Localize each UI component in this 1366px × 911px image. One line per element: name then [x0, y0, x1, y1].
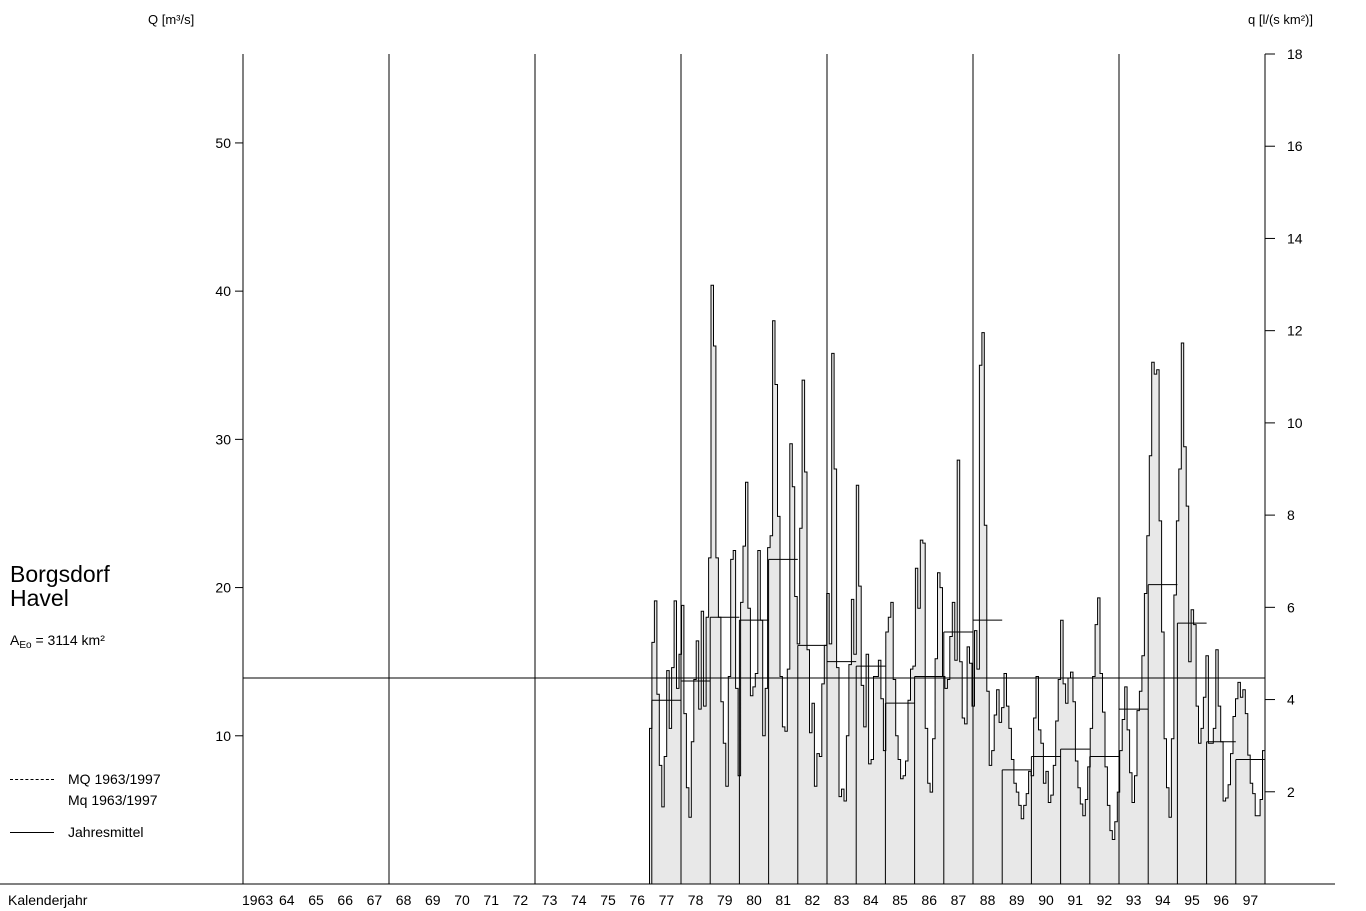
x-tick-label-94: 94	[1155, 892, 1171, 908]
monthly-discharge-path	[649, 284, 1266, 884]
y-right-tick-label-4: 4	[1287, 692, 1295, 708]
x-tick-label-78: 78	[688, 892, 704, 908]
decade-grid-lines	[242, 54, 1120, 884]
x-axis-label: Kalenderjahr	[8, 892, 88, 908]
y-tick-label-40: 40	[215, 283, 231, 299]
x-tick-label-67: 67	[367, 892, 383, 908]
x-tick-label-76: 76	[629, 892, 645, 908]
x-tick-label-1963: 1963	[242, 892, 273, 908]
x-tick-label-74: 74	[571, 892, 587, 908]
legend-solid-line	[10, 832, 54, 833]
x-tick-label-73: 73	[542, 892, 558, 908]
y-right-tick-label-2: 2	[1287, 784, 1295, 800]
x-tick-label-83: 83	[834, 892, 850, 908]
x-tick-label-80: 80	[746, 892, 762, 908]
monthly-discharge-line	[649, 284, 1266, 884]
axes	[0, 54, 1335, 885]
area-value: = 3114 km²	[31, 632, 105, 648]
x-tick-label-65: 65	[308, 892, 324, 908]
x-tick-label-69: 69	[425, 892, 441, 908]
y-right-tick-label-6: 6	[1287, 599, 1295, 615]
x-tick-label-89: 89	[1009, 892, 1025, 908]
y-right-tick-label-10: 10	[1287, 415, 1303, 431]
x-tick-label-95: 95	[1184, 892, 1200, 908]
x-tick-label-96: 96	[1213, 892, 1229, 908]
x-tick-label-92: 92	[1097, 892, 1113, 908]
x-tick-label-81: 81	[775, 892, 791, 908]
x-tick-label-82: 82	[805, 892, 821, 908]
ticks	[235, 53, 1275, 793]
x-tick-label-68: 68	[396, 892, 412, 908]
x-tick-label-85: 85	[892, 892, 908, 908]
x-tick-label-70: 70	[454, 892, 470, 908]
catchment-area-label: AEo = 3114 km²	[10, 632, 105, 651]
x-tick-label-64: 64	[279, 892, 295, 908]
legend-mq-small-label: Mq 1963/1997	[68, 792, 158, 808]
x-tick-label-75: 75	[600, 892, 616, 908]
y-right-tick-label-8: 8	[1287, 507, 1295, 523]
river-name: Havel	[10, 585, 69, 611]
x-tick-label-93: 93	[1126, 892, 1142, 908]
area-prefix: A	[10, 632, 20, 648]
area-subscript: Eo	[19, 640, 32, 651]
x-tick-label-97: 97	[1243, 892, 1259, 908]
x-tick-label-72: 72	[513, 892, 529, 908]
x-tick-label-79: 79	[717, 892, 733, 908]
right-axis-unit-label: q [l/(s km²)]	[1248, 12, 1313, 27]
y-tick-label-10: 10	[215, 728, 231, 744]
x-tick-label-87: 87	[951, 892, 967, 908]
x-tick-label-90: 90	[1038, 892, 1054, 908]
legend-mq-label: MQ 1963/1997	[68, 771, 161, 787]
y-right-tick-label-16: 16	[1287, 138, 1303, 154]
x-tick-label-66: 66	[337, 892, 353, 908]
y-right-tick-label-12: 12	[1287, 323, 1303, 339]
y-tick-label-20: 20	[215, 580, 231, 596]
y-tick-label-30: 30	[215, 431, 231, 447]
x-tick-label-86: 86	[921, 892, 937, 908]
y-right-tick-label-14: 14	[1287, 230, 1303, 246]
station-name: Borgsdorf	[10, 561, 110, 587]
legend-dashed-line	[10, 779, 54, 780]
y-tick-label-50: 50	[215, 135, 231, 151]
x-tick-label-91: 91	[1067, 892, 1083, 908]
left-axis-unit-label: Q [m³/s]	[148, 12, 195, 27]
y-right-tick-label-18: 18	[1287, 46, 1303, 62]
x-tick-label-88: 88	[980, 892, 996, 908]
x-tick-label-84: 84	[863, 892, 879, 908]
legend-annual-label: Jahresmittel	[68, 824, 144, 840]
x-tick-label-77: 77	[659, 892, 675, 908]
x-tick-label-71: 71	[483, 892, 499, 908]
